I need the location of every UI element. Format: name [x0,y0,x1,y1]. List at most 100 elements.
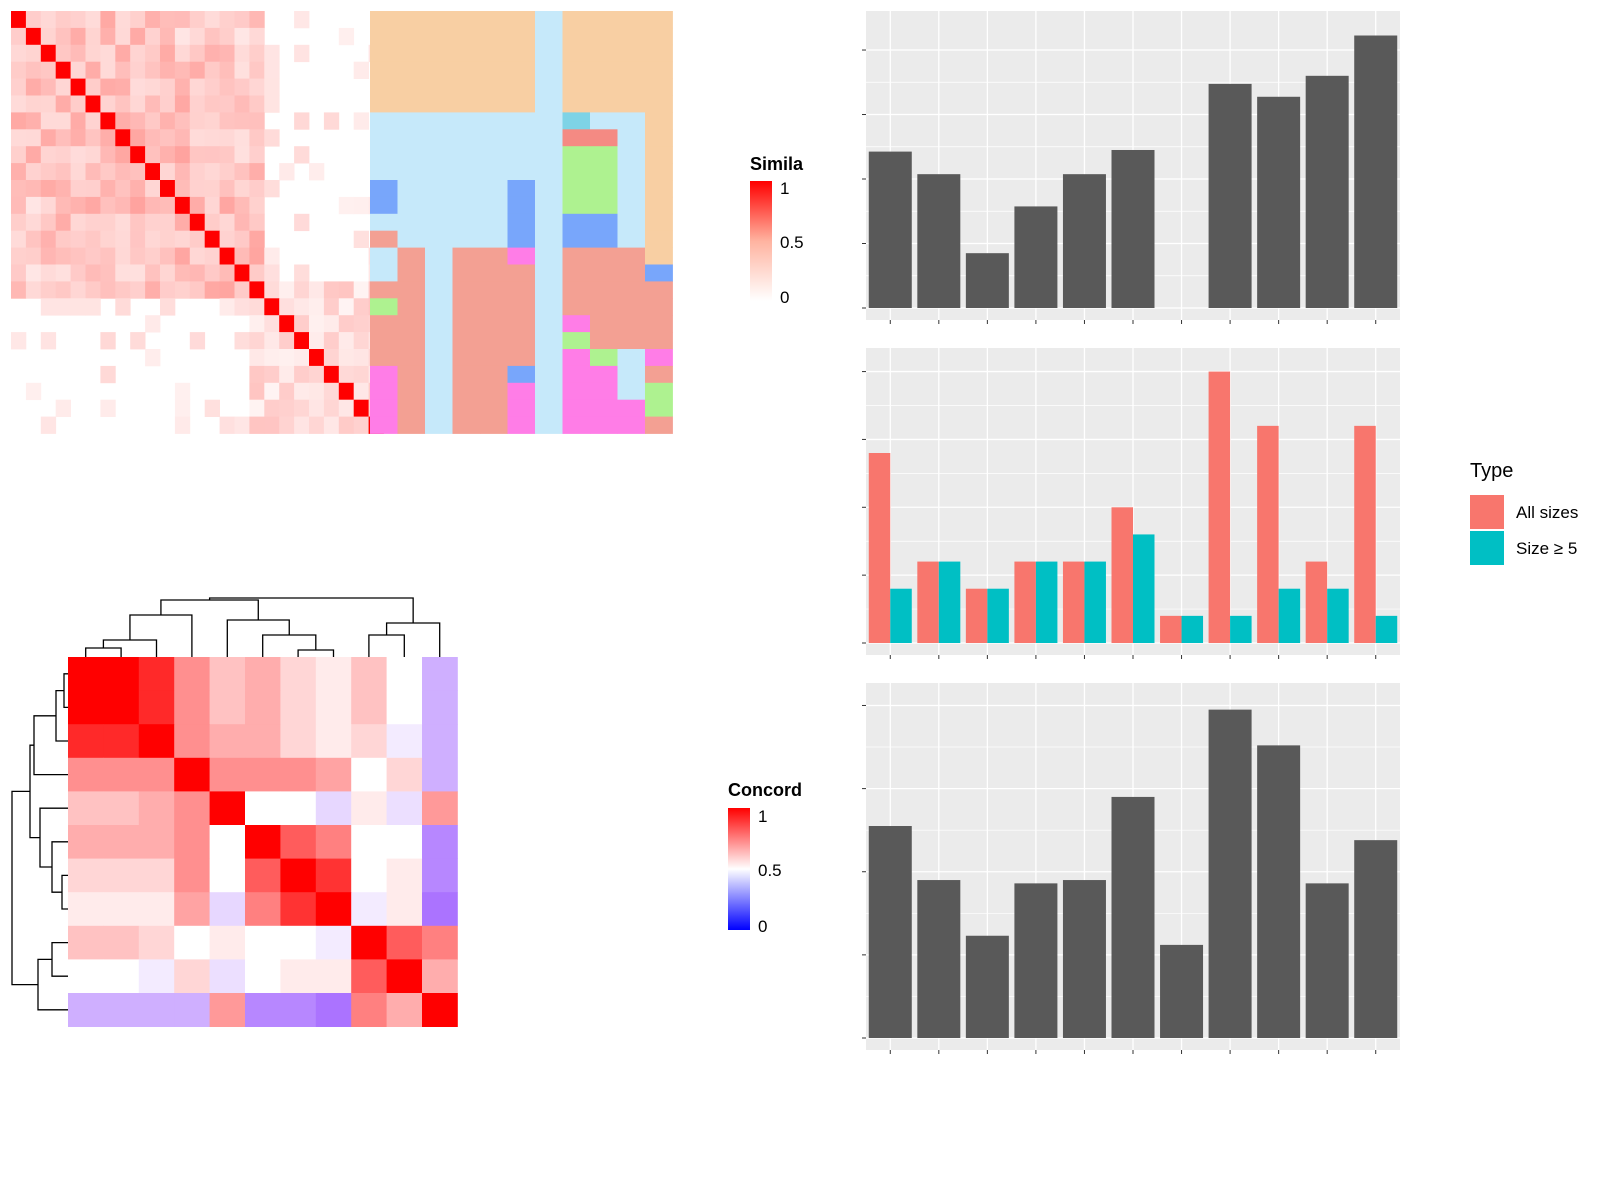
concordance-cell [245,825,281,859]
annotation-cell [397,365,426,384]
similarity-cell [234,146,250,164]
similarity-cell [100,78,116,96]
similarity-cell [204,112,220,130]
similarity-cell [309,315,325,333]
similarity-cell [115,264,131,282]
similarity-cell [204,196,220,215]
similarity-cell [160,61,176,79]
annotation-cell [535,78,563,96]
similarity-cell [279,399,295,417]
annotation-cell [535,399,563,417]
concordance-cell [245,724,281,759]
similarity-cell [40,61,57,79]
dendrogram-branch [297,649,335,657]
annotation-cell [425,146,453,164]
concordance-cell [209,825,246,859]
similarity-cell [204,27,220,46]
annotation-cell [507,349,536,367]
similarity-cell [264,365,280,384]
annotation-cell [535,247,563,265]
concordance-cell [209,892,246,927]
similarity-cell [100,230,116,248]
annotation-cell [507,264,536,282]
concordance-cell [351,690,387,725]
type-legend-title: Type [1470,460,1513,482]
annotation-cell [617,247,646,265]
similarity-cell [130,78,146,96]
similarity-cell [323,112,340,130]
similarity-cell [11,196,27,215]
similarity-cell [279,332,295,350]
annotation-cell [535,61,563,79]
annotation-cell [645,349,673,367]
bar-size5 [1133,534,1155,643]
similarity-cell [353,399,369,417]
similarity-cell [160,281,176,299]
similarity-cell [264,315,280,333]
bar-size5 [1327,588,1349,643]
annotation-cell [480,61,508,79]
annotation-cell [480,281,508,299]
annotation-cell [590,11,618,29]
similarity-cell [11,264,27,282]
legend-key-all-sizes [1470,495,1504,529]
similarity-cell [219,163,235,181]
annotation-cell [645,61,673,79]
type-legend: Type All sizes Size ≥ 5 [1470,460,1578,565]
similarity-cell [160,95,176,113]
annotation-cell [425,281,453,299]
annotation-cell [617,129,646,147]
annotation-cell [507,298,536,316]
annotation-cell [617,315,646,333]
similarity-cell [279,382,295,401]
similarity-cell [70,78,86,96]
similarity-cell [353,61,369,79]
concordance-cell [351,925,387,960]
annotation-cell [590,298,618,316]
annotation-cell [507,61,536,79]
concordance-legend-title: Concord [728,780,802,800]
concordance-cell [68,657,104,691]
concordance-cell [209,858,246,893]
annotation-cell [535,213,563,232]
dendrogram-branch [262,634,317,657]
annotation-cell [397,112,426,130]
similarity-cell [264,281,280,299]
similarity-cell [249,95,265,113]
similarity-cell [249,332,265,350]
similarity-cell [145,196,161,215]
similarity-cell [40,129,57,147]
similarity-cell [338,298,355,316]
annotation-cell [507,146,536,164]
concordance-cell [138,959,175,994]
concordance-cell [315,892,352,927]
similarity-cell [115,112,131,130]
annotation-cell [370,382,398,401]
similarity-cell [70,61,86,79]
concordance-legend-label: 1 [758,807,767,826]
similarity-cell [11,44,27,63]
annotation-cell [617,281,646,299]
similarity-cell [25,129,42,147]
similarity-cell [338,332,355,350]
similarity-cell [85,180,101,198]
similarity-cell [40,44,57,63]
annotation-cell [480,180,508,198]
similarity-cell [279,298,295,316]
similarity-cell [249,315,265,333]
similarity-cell [264,247,280,265]
concordance-cell [245,657,281,691]
annotation-cell [425,399,453,417]
similarity-cell [40,213,57,232]
annotation-cell [480,416,508,434]
annotation-cell [397,230,426,248]
concordance-dendrograms [11,597,441,1011]
annotation-cell [425,163,453,181]
similarity-cell [70,163,86,181]
similarity-cell [145,112,161,130]
annotation-cell [480,382,508,401]
annotation-cell [397,332,426,350]
similarity-cell [219,146,235,164]
annotation-cell [452,298,481,316]
similarity-cell [294,315,310,333]
